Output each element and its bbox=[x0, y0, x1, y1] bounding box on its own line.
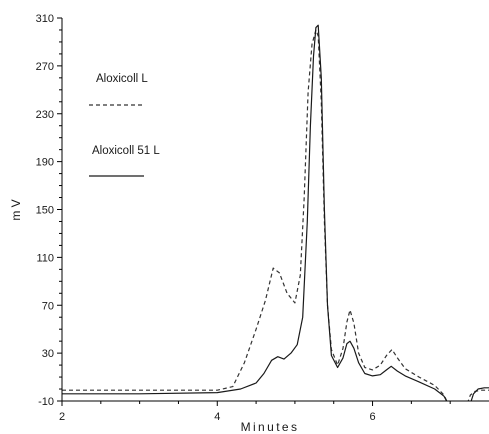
y-tick-label: 190 bbox=[36, 157, 54, 169]
legend-label-aloxicoll-51-l: Aloxicoll 51 L bbox=[92, 145, 160, 157]
y-axis-label: m V bbox=[9, 199, 23, 220]
y-tick-label: 310 bbox=[36, 13, 54, 25]
y-tick-label: 230 bbox=[36, 109, 54, 121]
axes: -10 30 70 110 150 190 230 270 310 2 4 6 bbox=[36, 13, 489, 423]
x-tick-label: 4 bbox=[214, 411, 220, 423]
legend-label-aloxicoll-l: Aloxicoll L bbox=[96, 73, 148, 85]
y-tick-label: 30 bbox=[42, 348, 54, 360]
plot-area bbox=[62, 24, 489, 401]
series-line-solid-1 bbox=[62, 24, 448, 401]
x-tick-label: 6 bbox=[369, 411, 375, 423]
y-tick-label: -10 bbox=[38, 396, 54, 408]
y-tick-label: 110 bbox=[36, 252, 54, 264]
y-tick-label: 150 bbox=[36, 205, 54, 217]
series-line-solid-3 bbox=[470, 387, 489, 401]
x-axis-label: Minutes bbox=[241, 420, 300, 434]
legend: Aloxicoll L Aloxicoll 51 L bbox=[89, 73, 160, 177]
y-tick-label: 270 bbox=[36, 61, 54, 73]
x-tick-label: 2 bbox=[59, 411, 65, 423]
y-tick-label: 70 bbox=[42, 300, 54, 312]
series-line-dashed-0 bbox=[62, 29, 448, 401]
